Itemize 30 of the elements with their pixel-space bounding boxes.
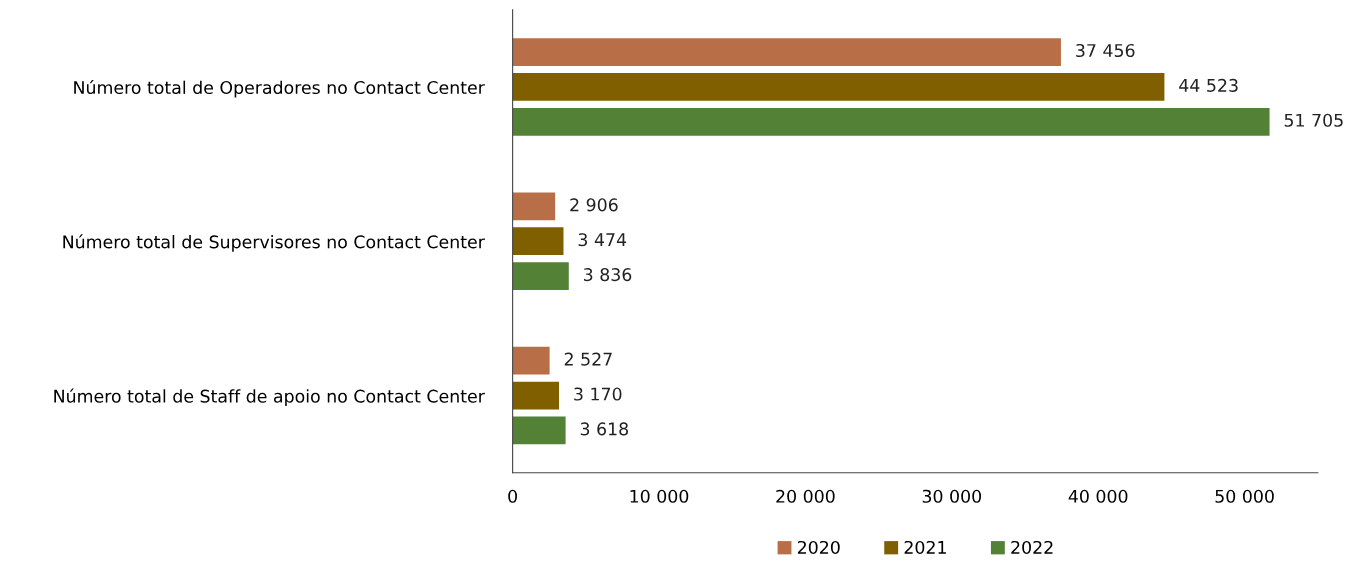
x-tick-label: 30 000 [922, 489, 982, 503]
bar [512, 38, 1061, 66]
legend-label: 2020 [797, 540, 840, 555]
x-tick-label: 40 000 [1068, 489, 1128, 503]
x-tick-label: 0 [508, 489, 517, 503]
y-tick-label: Número total de Staff de apoio no Contact Center [54, 388, 485, 407]
bar [512, 107, 1270, 136]
y-tick-label: Número total de Supervisores no Contact Center [63, 234, 485, 252]
data-label: 3 618 [580, 422, 628, 436]
data-label: 44 523 [1179, 78, 1238, 92]
bar [512, 262, 569, 290]
bar [512, 73, 1165, 101]
legend-label: 2021 [904, 540, 946, 555]
x-tick-label: 50 000 [1215, 489, 1274, 503]
data-label: 2 527 [564, 352, 612, 366]
bar [512, 416, 566, 445]
x-tick-label: 20 000 [776, 489, 835, 503]
bar [512, 227, 564, 256]
x-tick-label: 10 000 [630, 489, 689, 503]
data-label: 3 170 [574, 387, 622, 401]
legend-label: 2022 [1011, 540, 1053, 555]
data-label: 3 836 [583, 268, 632, 282]
data-label: 51 705 [1284, 113, 1343, 127]
data-label: 3 474 [578, 233, 627, 247]
data-label: 37 456 [1076, 43, 1135, 58]
y-tick-label: Número total de Operadores no Contact Center [74, 79, 485, 98]
bar [512, 346, 550, 375]
bar [512, 192, 556, 221]
data-label: 2 906 [570, 198, 618, 212]
bar [512, 381, 560, 410]
